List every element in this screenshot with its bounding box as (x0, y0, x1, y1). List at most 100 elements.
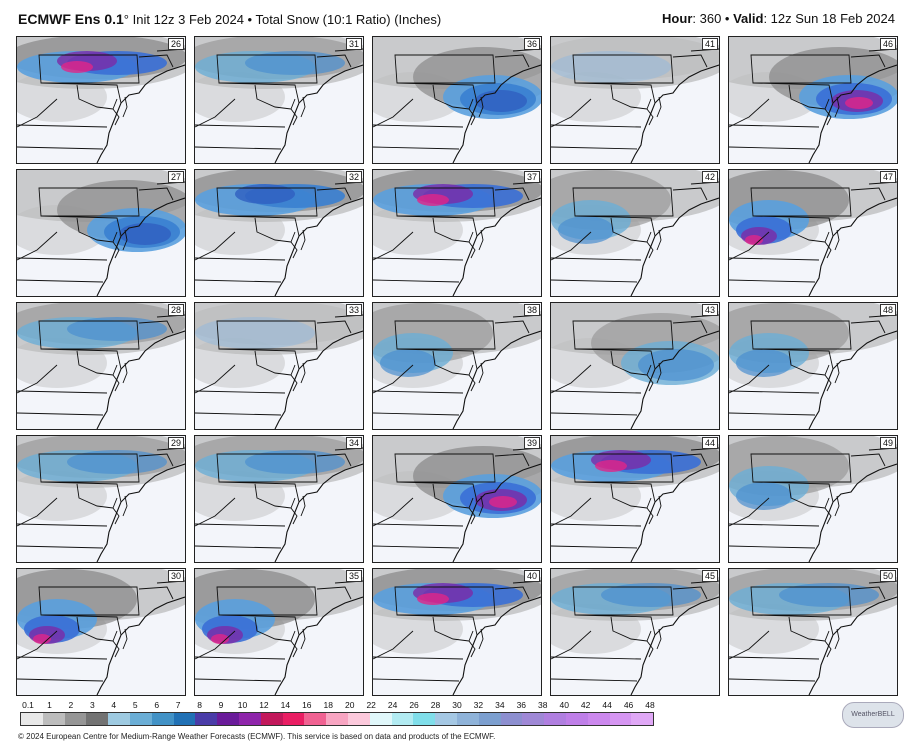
colorbar-swatch (391, 713, 414, 725)
ensemble-member-panel: 45 (550, 568, 720, 696)
colorbar-label: 7 (175, 700, 181, 710)
ensemble-member-panel: 46 (728, 36, 898, 164)
snowfall-map (195, 569, 363, 695)
ensemble-member-panel: 32 (194, 169, 364, 297)
colorbar-swatch (522, 713, 545, 725)
map-title: ECMWF Ens 0.1° Init 12z 3 Feb 2024 • Tot… (18, 11, 442, 27)
colorbar-label: 4 (111, 700, 117, 710)
ensemble-member-panel: 38 (372, 302, 542, 430)
colorbar-label: 12 (259, 700, 269, 710)
colorbar-label: 9 (218, 700, 224, 710)
snowfall-map (195, 37, 363, 163)
member-number: 48 (879, 304, 896, 316)
colorbar-label: 38 (538, 700, 548, 710)
member-number: 31 (345, 38, 362, 50)
colorbar-swatch (21, 713, 43, 725)
ensemble-member-panel: 41 (550, 36, 720, 164)
snowfall-map (373, 436, 541, 562)
colorbar-label: 16 (302, 700, 312, 710)
colorbar-label: 3 (89, 700, 95, 710)
colorbar-label: 32 (473, 700, 484, 710)
colorbar-label: 48 (645, 700, 655, 710)
colorbar-label: 42 (580, 700, 591, 710)
snowfall-map (729, 569, 897, 695)
snowfall-map (551, 37, 719, 163)
colorbar-swatch (304, 713, 327, 725)
colorbar-label: 2 (68, 700, 74, 710)
colorbar-label: 1 (47, 700, 52, 710)
snowfall-map (551, 303, 719, 429)
snowfall-map (373, 37, 541, 163)
member-number: 29 (167, 437, 184, 449)
member-number: 27 (167, 171, 184, 183)
colorbar-label: 0.1 (22, 700, 34, 710)
colorbar-swatch (42, 713, 65, 725)
member-number: 36 (523, 38, 540, 50)
ensemble-member-panel: 29 (16, 435, 186, 563)
colorbar-swatch (217, 713, 239, 725)
ensemble-member-panel: 44 (550, 435, 720, 563)
snowfall-map (729, 303, 897, 429)
ensemble-member-panel: 27 (16, 169, 186, 297)
colorbar-swatch (500, 713, 523, 725)
member-number: 41 (701, 38, 718, 50)
colorbar-swatch (369, 713, 392, 725)
colorbar-swatch (64, 713, 87, 725)
ensemble-member-panel: 26 (16, 36, 186, 164)
snowfall-map (17, 303, 185, 429)
snowfall-map (17, 37, 185, 163)
snowfall-map (195, 170, 363, 296)
ensemble-member-panel: 47 (728, 169, 898, 297)
ensemble-grid: 26 31 36 41 46 27 32 37 42 47 28 33 38 43 48 29 34 39 44 49… (16, 36, 898, 696)
ensemble-member-panel: 31 (194, 36, 364, 164)
member-number: 44 (701, 437, 718, 449)
member-number: 35 (345, 570, 362, 582)
weatherbell-logo: WeatherBELL (842, 702, 904, 728)
colorbar-label: 36 (516, 700, 527, 710)
member-number: 50 (879, 570, 896, 582)
colorbar-scale (20, 712, 654, 726)
colorbar-label: 40 (559, 700, 569, 710)
colorbar-swatch (544, 713, 566, 725)
snowfall-map (729, 170, 897, 296)
valid-time: Hour: 360 • Valid: 12z Sun 18 Feb 2024 (662, 11, 895, 26)
ensemble-member-panel: 39 (372, 435, 542, 563)
snowfall-map (373, 303, 541, 429)
member-number: 49 (879, 437, 896, 449)
colorbar-label: 18 (323, 700, 333, 710)
member-number: 43 (701, 304, 718, 316)
colorbar-swatch (108, 713, 130, 725)
ensemble-member-panel: 28 (16, 302, 186, 430)
colorbar-label: 44 (602, 700, 612, 710)
colorbar-label: 30 (452, 700, 462, 710)
snowfall-map (729, 436, 897, 562)
colorbar-swatch (565, 713, 588, 725)
colorbar-labels: 0.1 1 2 3 4 5 6 7 8 9 10 12 14 16 18 20 22 24 26 28 30 32 34 36… (18, 700, 658, 712)
copyright-footer: © 2024 European Centre for Medium-Range … (18, 732, 496, 741)
snowfall-map (17, 170, 185, 296)
ensemble-member-panel: 36 (372, 36, 542, 164)
member-number: 45 (701, 570, 718, 582)
header: ECMWF Ens 0.1° Init 12z 3 Feb 2024 • Tot… (0, 0, 913, 36)
snowfall-map (195, 303, 363, 429)
member-number: 37 (523, 171, 540, 183)
snowfall-map (373, 170, 541, 296)
snowfall-map (551, 170, 719, 296)
ensemble-member-panel: 43 (550, 302, 720, 430)
snowfall-map (17, 569, 185, 695)
member-number: 39 (523, 437, 540, 449)
colorbar-label: 34 (495, 700, 505, 710)
ensemble-member-panel: 50 (728, 568, 898, 696)
member-number: 34 (345, 437, 362, 449)
colorbar-swatch (195, 713, 218, 725)
member-number: 33 (345, 304, 362, 316)
colorbar-swatch (260, 713, 283, 725)
snowfall-map (17, 436, 185, 562)
colorbar-label: 10 (237, 700, 248, 710)
colorbar-label: 20 (344, 700, 355, 710)
member-number: 47 (879, 171, 896, 183)
ensemble-member-panel: 42 (550, 169, 720, 297)
ensemble-member-panel: 33 (194, 302, 364, 430)
ensemble-member-panel: 49 (728, 435, 898, 563)
member-number: 42 (701, 171, 718, 183)
